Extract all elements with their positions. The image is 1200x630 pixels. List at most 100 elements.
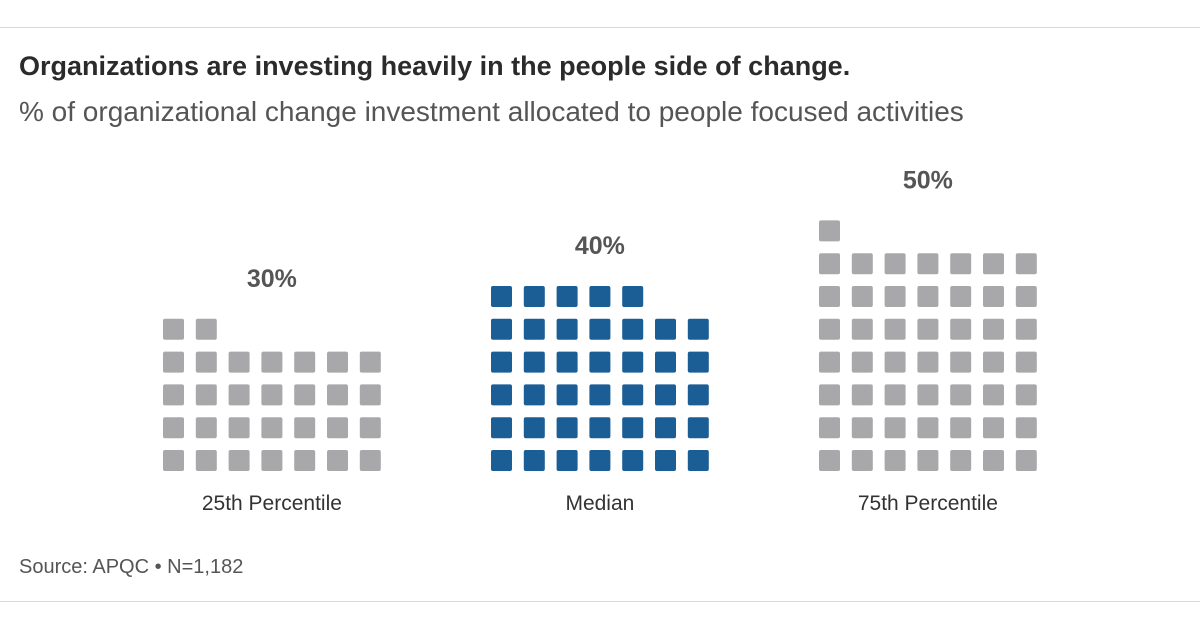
waffle-square xyxy=(523,450,545,471)
waffle-square xyxy=(327,384,348,406)
waffle-square xyxy=(917,351,939,373)
waffle-square xyxy=(261,450,283,471)
category-label: Median xyxy=(565,492,634,515)
waffle-square xyxy=(851,417,873,439)
waffle-square xyxy=(819,286,840,307)
category-label: 25th Percentile xyxy=(202,492,342,515)
waffle-square xyxy=(851,450,873,471)
waffle-square xyxy=(228,450,250,471)
waffle-square xyxy=(491,450,512,471)
waffle-square xyxy=(491,417,512,439)
waffle-square xyxy=(917,286,939,307)
waffle-square xyxy=(1015,384,1037,406)
waffle-square xyxy=(589,450,611,471)
waffle-square xyxy=(983,253,1004,275)
waffle-square xyxy=(884,351,906,373)
top-divider xyxy=(0,27,1200,28)
waffle-square xyxy=(851,384,873,406)
waffle-square xyxy=(1015,450,1037,471)
waffle-square xyxy=(917,417,939,439)
category-label: 75th Percentile xyxy=(858,492,998,515)
waffle-square xyxy=(851,351,873,373)
waffle-square xyxy=(523,351,545,373)
waffle-square xyxy=(819,318,840,340)
waffle-square xyxy=(556,384,578,406)
waffle-square xyxy=(163,384,184,406)
waffle-square xyxy=(655,450,676,471)
waffle-square xyxy=(523,417,545,439)
waffle-square xyxy=(589,384,611,406)
waffle-square xyxy=(622,318,644,340)
waffle-square xyxy=(687,318,709,340)
waffle-square xyxy=(359,417,381,439)
waffle-square xyxy=(622,384,644,406)
waffle-square xyxy=(523,318,545,340)
waffle-square xyxy=(983,351,1004,373)
waffle-square xyxy=(687,417,709,439)
waffle-square xyxy=(359,450,381,471)
waffle-square xyxy=(819,220,840,242)
waffle-square xyxy=(589,351,611,373)
waffle-square xyxy=(228,351,250,373)
waffle-square xyxy=(589,417,611,439)
waffle-square xyxy=(983,417,1004,439)
waffle-square xyxy=(294,384,316,406)
waffle-square xyxy=(851,253,873,275)
waffle-square xyxy=(884,318,906,340)
waffle-square xyxy=(819,351,840,373)
waffle-square xyxy=(819,384,840,406)
waffle-square xyxy=(359,384,381,406)
value-label: 30% xyxy=(247,265,297,293)
waffle-square xyxy=(917,318,939,340)
waffle-square xyxy=(917,450,939,471)
waffle-square xyxy=(851,286,873,307)
waffle-square xyxy=(687,351,709,373)
chart-subtitle: % of organizational change investment al… xyxy=(19,96,964,127)
waffle-square xyxy=(556,318,578,340)
waffle-square xyxy=(261,351,283,373)
waffle-square xyxy=(622,450,644,471)
waffle-square xyxy=(195,351,217,373)
waffle-square xyxy=(556,417,578,439)
waffle-square xyxy=(983,286,1004,307)
bottom-divider xyxy=(0,601,1200,602)
chart-source: Source: APQC • N=1,182 xyxy=(19,556,244,578)
waffle-square xyxy=(884,417,906,439)
waffle-square xyxy=(1015,417,1037,439)
waffle-square xyxy=(195,384,217,406)
waffle-square xyxy=(983,318,1004,340)
waffle-square xyxy=(983,384,1004,406)
waffle-square xyxy=(917,384,939,406)
waffle-square xyxy=(491,318,512,340)
waffle-square xyxy=(294,351,316,373)
waffle-square xyxy=(195,417,217,439)
waffle-square xyxy=(1015,253,1037,275)
waffle-square xyxy=(655,417,676,439)
waffle-square xyxy=(1015,351,1037,373)
waffle-square xyxy=(556,286,578,307)
waffle-square xyxy=(851,318,873,340)
waffle-square xyxy=(261,417,283,439)
waffle-square xyxy=(622,417,644,439)
waffle-square xyxy=(294,450,316,471)
waffle-square xyxy=(687,384,709,406)
waffle-square xyxy=(819,450,840,471)
waffle-square xyxy=(523,286,545,307)
value-label: 40% xyxy=(575,232,625,260)
waffle-square xyxy=(163,318,184,340)
waffle-square xyxy=(655,384,676,406)
waffle-square xyxy=(327,417,348,439)
waffle-square xyxy=(655,318,676,340)
chart-title: Organizations are investing heavily in t… xyxy=(19,51,851,81)
waffle-square xyxy=(491,384,512,406)
waffle-square xyxy=(163,450,184,471)
waffle-square xyxy=(1015,286,1037,307)
value-label: 50% xyxy=(903,166,953,194)
waffle-square xyxy=(1015,318,1037,340)
waffle-square xyxy=(589,286,611,307)
waffle-square xyxy=(983,450,1004,471)
waffle-square xyxy=(556,351,578,373)
waffle-square xyxy=(950,286,972,307)
waffle-square xyxy=(884,384,906,406)
